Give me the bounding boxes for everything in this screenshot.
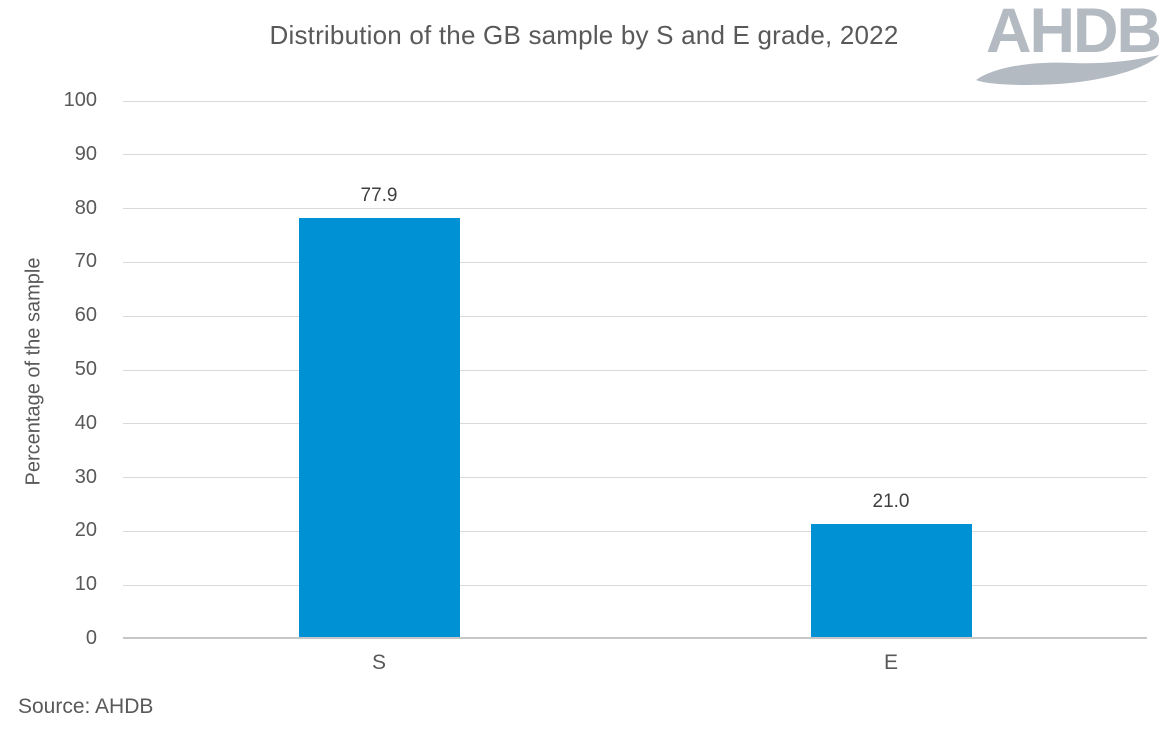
plot-area: 77.9 S 21.0 E (123, 100, 1147, 674)
bar-E (810, 524, 972, 637)
chart-title: Distribution of the GB sample by S and E… (269, 20, 899, 50)
ahdb-logo-text: AHDB (986, 0, 1162, 66)
value-label-S: 77.9 (360, 184, 398, 206)
y-tick-label-0: 0 (85, 627, 97, 649)
y-tick-label-80: 80 (74, 196, 97, 219)
source-note: Source: AHDB (18, 695, 154, 718)
gridline-80 (123, 208, 1147, 210)
y-tick-label-40: 40 (74, 411, 97, 434)
gridline-90 (123, 154, 1147, 156)
ahdb-logo: AHDB (975, 0, 1162, 88)
gridline-70 (123, 261, 1147, 263)
gridline-40 (123, 423, 1147, 425)
y-tick-label-50: 50 (74, 358, 97, 380)
x-tick-label-E: E (883, 651, 898, 674)
y-axis-tick-labels: 0 10 20 30 40 50 60 70 80 90 100 (0, 89, 110, 649)
gridline-60 (123, 315, 1147, 317)
y-tick-label-90: 90 (74, 142, 97, 165)
bar-S (298, 217, 460, 637)
y-tick-label-10: 10 (74, 573, 97, 596)
y-tick-label-100: 100 (63, 89, 97, 111)
y-tick-label-30: 30 (74, 465, 97, 488)
x-tick-label-S: S (371, 651, 386, 674)
value-label-E: 21.0 (872, 491, 910, 513)
logo-wave-icon (975, 55, 1160, 85)
gridline-50 (123, 369, 1147, 371)
y-tick-label-20: 20 (74, 519, 97, 542)
gridline-20 (123, 530, 1147, 532)
y-tick-label-60: 60 (74, 304, 97, 327)
gridline-100 (123, 100, 1147, 102)
gridline-10 (123, 584, 1147, 586)
y-tick-label-70: 70 (74, 250, 97, 273)
gridline-30 (123, 477, 1147, 479)
